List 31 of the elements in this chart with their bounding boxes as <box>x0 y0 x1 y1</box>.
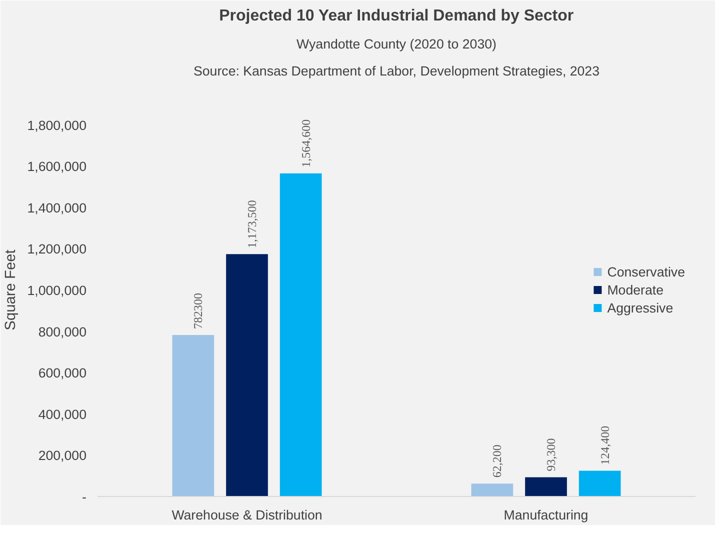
chart-subtitle: Wyandotte County (2020 to 2030) <box>296 36 496 52</box>
legend-label: Moderate <box>607 282 664 297</box>
y-tick-label: 1,800,000 <box>27 118 87 133</box>
y-tick-label: 1,200,000 <box>27 242 87 257</box>
x-tick-label: Manufacturing <box>504 508 588 522</box>
chart-title: Projected 10 Year Industrial Demand by Sector <box>219 8 574 24</box>
bar <box>471 484 514 496</box>
data-label: 124,400 <box>598 426 612 465</box>
y-tick-label: - <box>82 490 87 504</box>
y-tick-label: 1,600,000 <box>27 159 87 174</box>
data-label: 62,200 <box>490 444 504 478</box>
y-tick-label: 400,000 <box>38 406 87 422</box>
legend-label: Aggressive <box>607 300 674 315</box>
x-tick-label: Warehouse & Distribution <box>172 508 322 522</box>
data-label: 1,564,600 <box>298 119 313 168</box>
y-tick-label: 200,000 <box>38 448 87 464</box>
source-note: Source: Kansas Department of Labor, Development Strategies, 2023 <box>193 64 600 78</box>
bar <box>172 334 214 496</box>
legend-label: Conservative <box>607 264 685 279</box>
bar <box>280 173 322 496</box>
y-tick-label: 1,400,000 <box>27 200 87 216</box>
bar <box>525 477 567 496</box>
y-tick-label: 600,000 <box>38 366 87 381</box>
data-label: 782300 <box>191 292 206 329</box>
data-label: 1,173,500 <box>245 200 259 248</box>
bar <box>578 470 621 496</box>
y-tick-label: 800,000 <box>38 324 87 340</box>
y-tick-label: 1,000,000 <box>27 283 87 298</box>
bar <box>226 254 268 496</box>
y-axis-title: Square Feet <box>3 250 20 330</box>
data-label: 93,300 <box>544 438 558 472</box>
